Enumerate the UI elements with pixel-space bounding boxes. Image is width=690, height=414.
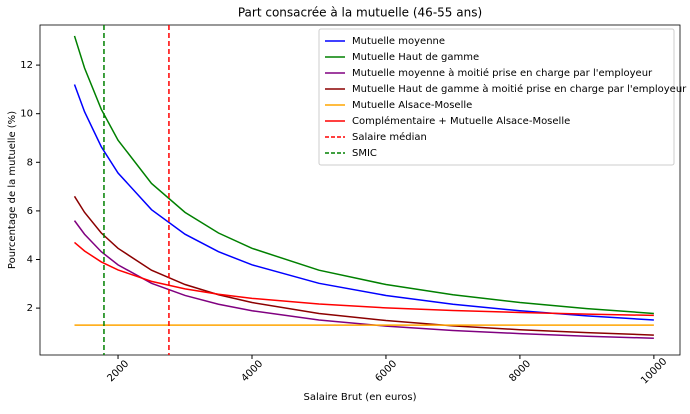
legend-label: Complémentaire + Mutuelle Alsace-Moselle (352, 115, 570, 127)
y-tick-label: 2 (27, 303, 33, 314)
legend-label: Salaire médian (352, 131, 427, 143)
legend-label: Mutuelle Haut de gamme (352, 52, 479, 63)
y-tick-label: 4 (27, 254, 33, 265)
x-tick-label: 10000 (639, 356, 669, 386)
legend-box (318, 28, 675, 166)
y-tick-label: 6 (27, 206, 33, 217)
data-line (73, 84, 654, 321)
x-axis-label: Salaire Brut (en euros) (304, 392, 417, 403)
y-axis-label: Pourcentage de la mutuelle (%) (7, 111, 18, 269)
y-tick-label: 10 (20, 109, 33, 120)
legend-label: Mutuelle moyenne à moitié prise en charg… (352, 67, 653, 79)
legend-label: SMIC (352, 148, 377, 159)
legend-label: Mutuelle Haut de gamme à moitié prise en… (352, 83, 687, 95)
x-tick-label: 2000 (105, 358, 131, 384)
x-tick-label: 8000 (507, 358, 533, 384)
legend-label: Mutuelle moyenne (352, 36, 445, 47)
x-tick-label: 4000 (239, 358, 265, 384)
plot-frame (39, 24, 681, 356)
data-line (74, 241, 654, 317)
legend-label: Mutuelle Alsace-Moselle (352, 100, 472, 111)
x-tick-label: 6000 (373, 358, 399, 384)
y-tick-label: 8 (27, 157, 33, 168)
chart-title: Part consacrée à la mutuelle (46-55 ans) (238, 6, 482, 20)
y-tick-label: 12 (20, 60, 33, 71)
